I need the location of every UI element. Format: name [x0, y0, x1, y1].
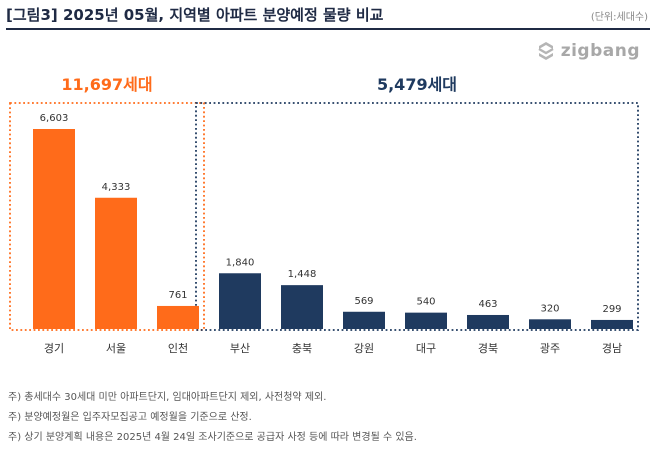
category-label: 경남: [602, 342, 622, 355]
category-label: 광주: [540, 342, 560, 355]
bar: [467, 314, 509, 329]
group-box: [9, 102, 205, 331]
zigbang-logo: zigbang: [535, 40, 640, 62]
zigbang-logo-icon: [538, 42, 554, 60]
unit-label: (단위:세대수): [590, 12, 648, 23]
group-total-label: 11,697세대: [61, 75, 152, 94]
data-label: 540: [416, 297, 435, 308]
category-label: 서울: [106, 342, 126, 355]
bar: [33, 129, 75, 329]
category-label: 경기: [44, 342, 64, 355]
data-label: 761: [168, 290, 187, 301]
group-total-label: 5,479세대: [377, 75, 457, 94]
footnotes: 주) 총세대수 30세대 미만 아파트단지, 임대아파트단지 제외, 사전청약 …: [8, 388, 417, 448]
group-box: [195, 102, 639, 331]
category-label: 강원: [354, 342, 374, 355]
bar: [529, 319, 571, 329]
data-label: 1,840: [226, 257, 255, 268]
page-title: [그림3] 2025년 05월, 지역별 아파트 분양예정 물량 비교: [6, 6, 384, 24]
bar: [405, 312, 447, 329]
data-label: 320: [540, 303, 559, 314]
footnote: 주) 상기 분양계획 내용은 2025년 4월 24일 조사기준으로 공급자 사…: [8, 432, 417, 443]
chart-panel: 11,697세대 5,479세대 6,603 경기 4,333 서울 761 인천 1,840 부…: [6, 28, 650, 376]
data-label: 1,448: [288, 269, 317, 280]
bar: [281, 285, 323, 329]
bar: [343, 311, 385, 329]
data-label: 299: [602, 304, 621, 315]
bar-chart: 11,697세대 5,479세대 6,603 경기 4,333 서울 761 인천 1,840 부…: [9, 75, 639, 355]
footnote: 주) 총세대수 30세대 미만 아파트단지, 임대아파트단지 제외, 사전청약 …: [8, 392, 327, 403]
category-label: 인천: [168, 341, 188, 355]
category-label: 충북: [292, 342, 312, 355]
data-label: 569: [354, 296, 373, 307]
bar: [219, 273, 261, 329]
category-label: 경북: [478, 342, 498, 355]
bar: [95, 197, 137, 329]
data-label: 6,603: [40, 113, 69, 124]
footnote: 주) 분양예정월은 입주자모집공고 예정월을 기준으로 산정.: [8, 412, 252, 423]
bar: [157, 305, 199, 329]
bar: [591, 319, 633, 329]
logo-text: zigbang: [560, 41, 640, 61]
data-label: 4,333: [102, 182, 131, 193]
category-label: 대구: [416, 342, 436, 355]
category-label: 부산: [230, 342, 250, 355]
data-label: 463: [478, 299, 497, 310]
